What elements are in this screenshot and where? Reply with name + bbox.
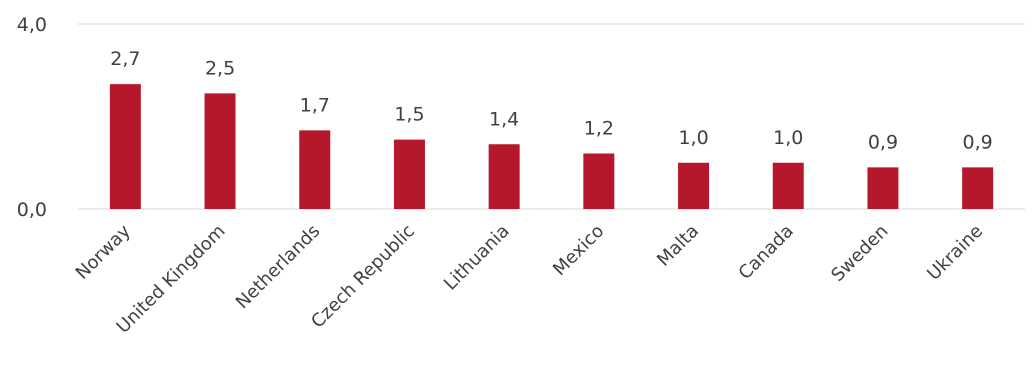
bar	[962, 167, 994, 209]
gridlines	[78, 23, 1025, 210]
category-label: Netherlands	[232, 221, 324, 313]
category-label: Lithuania	[440, 221, 514, 295]
data-label: 2,5	[205, 57, 235, 79]
category-label: Norway	[72, 220, 135, 283]
category-label: Canada	[734, 221, 797, 284]
category-label: Ukraine	[923, 221, 987, 285]
data-label: 2,7	[110, 48, 140, 70]
bar	[772, 162, 804, 209]
category-label: Sweden	[827, 221, 892, 286]
bar	[678, 162, 710, 209]
y-axis-ticks: 0,0 4,0	[17, 14, 47, 221]
bar	[393, 139, 425, 209]
data-label: 1,0	[678, 127, 708, 149]
bars	[109, 84, 994, 209]
y-tick-label: 0,0	[17, 199, 47, 221]
data-label: 1,2	[584, 118, 614, 140]
data-label: 1,0	[773, 127, 803, 149]
category-label: Malta	[653, 221, 703, 271]
bar	[583, 153, 615, 209]
bar	[299, 130, 331, 209]
data-label: 1,4	[489, 108, 519, 130]
bar	[867, 167, 899, 209]
bar	[488, 144, 520, 209]
data-label: 0,9	[868, 131, 898, 153]
category-label: Mexico	[549, 221, 608, 280]
data-label: 0,9	[963, 131, 993, 153]
bar	[109, 84, 141, 209]
data-label: 1,7	[300, 94, 330, 116]
category-label: Czech Republic	[307, 221, 419, 333]
data-label: 1,5	[394, 104, 424, 126]
y-tick-label: 4,0	[17, 14, 47, 36]
data-labels: 2,7 2,5 1,7 1,5 1,4 1,2 1,0 1,0 0,9 0,9	[110, 48, 993, 153]
bar	[204, 93, 236, 209]
